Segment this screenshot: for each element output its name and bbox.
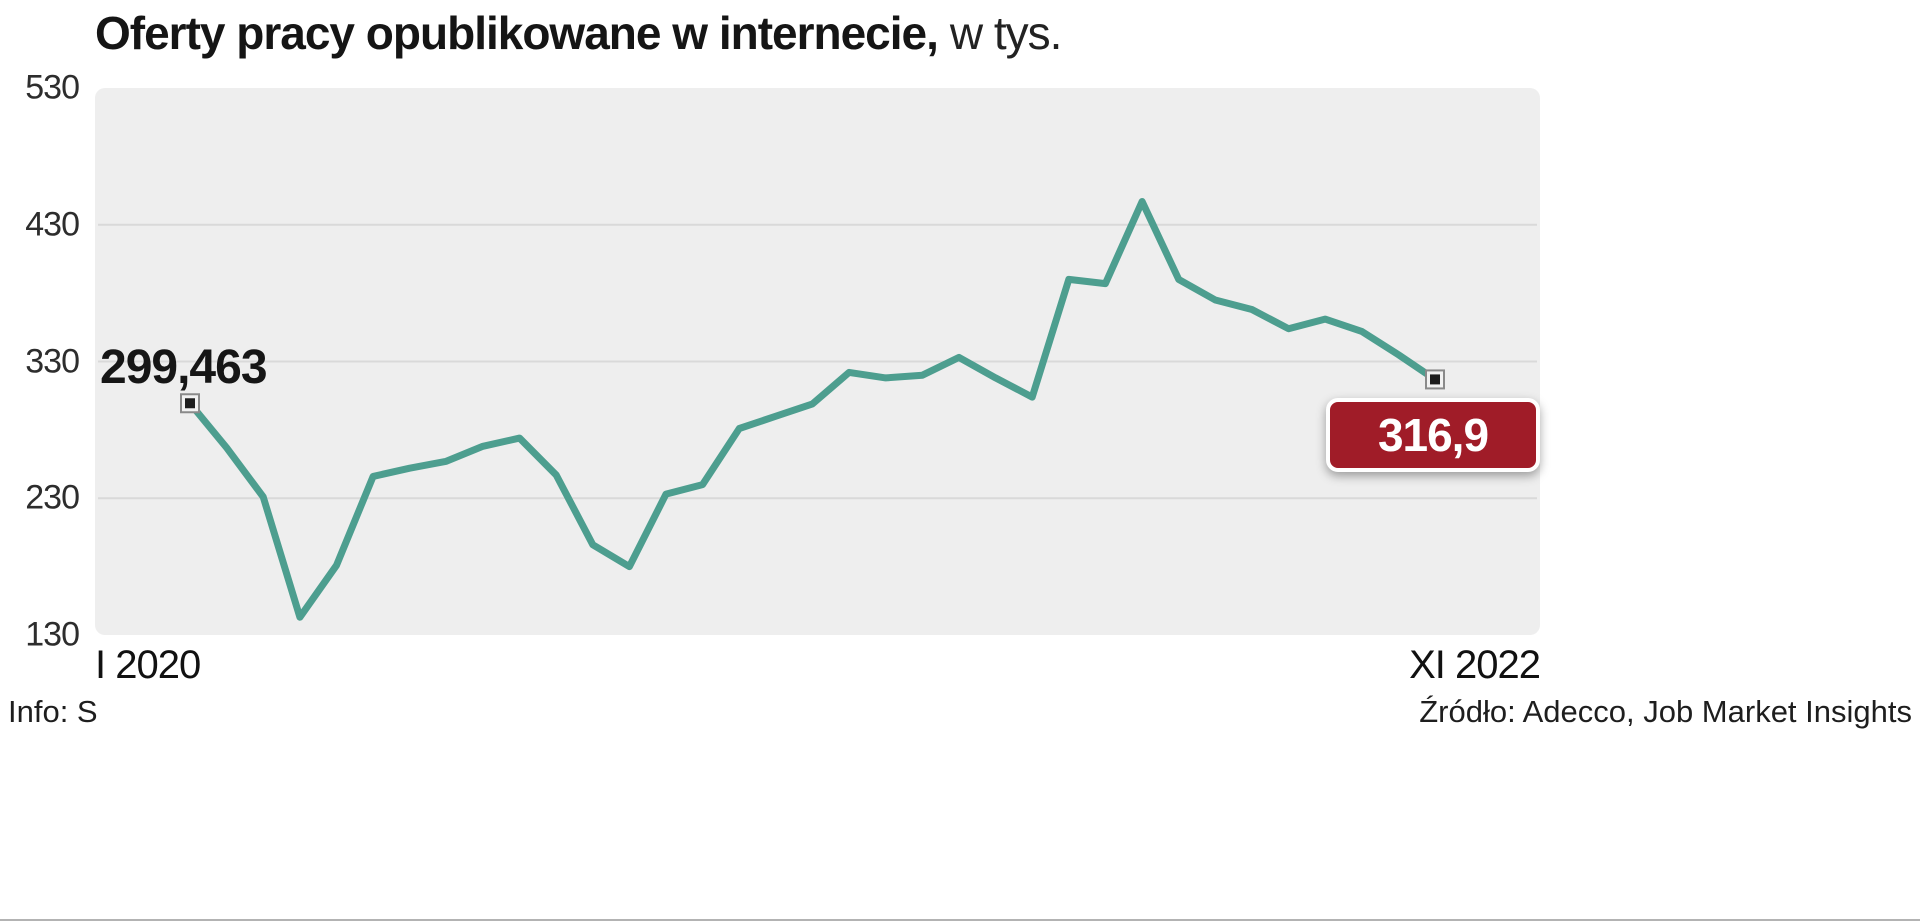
bottom-divider xyxy=(0,919,1920,921)
last-value-badge: 316,9 xyxy=(1326,398,1540,472)
source-credit: Źródło: Adecco, Job Market Insights xyxy=(1419,694,1912,729)
chart-canvas xyxy=(95,88,1540,635)
y-tick-label: 130 xyxy=(25,615,80,654)
chart-title-unit: w tys. xyxy=(949,7,1063,59)
y-tick-label: 330 xyxy=(25,342,80,380)
y-tick-label: 530 xyxy=(25,68,80,107)
line-chart xyxy=(95,88,1540,635)
first-point-label: 299,463 xyxy=(100,341,268,394)
x-axis-start-label: I 2020 xyxy=(95,643,201,687)
info-credit: Info: S xyxy=(8,694,98,729)
x-axis-end-label: XI 2022 xyxy=(1409,643,1541,687)
y-tick-label: 230 xyxy=(25,478,80,517)
y-axis-labels: 530 430 330 230 130 xyxy=(0,69,85,654)
chart-title-main: Oferty pracy opublikowane w internecie, xyxy=(95,7,939,59)
y-tick-label: 430 xyxy=(25,205,80,244)
chart-title: Oferty pracy opublikowane w internecie, w… xyxy=(95,4,1063,62)
